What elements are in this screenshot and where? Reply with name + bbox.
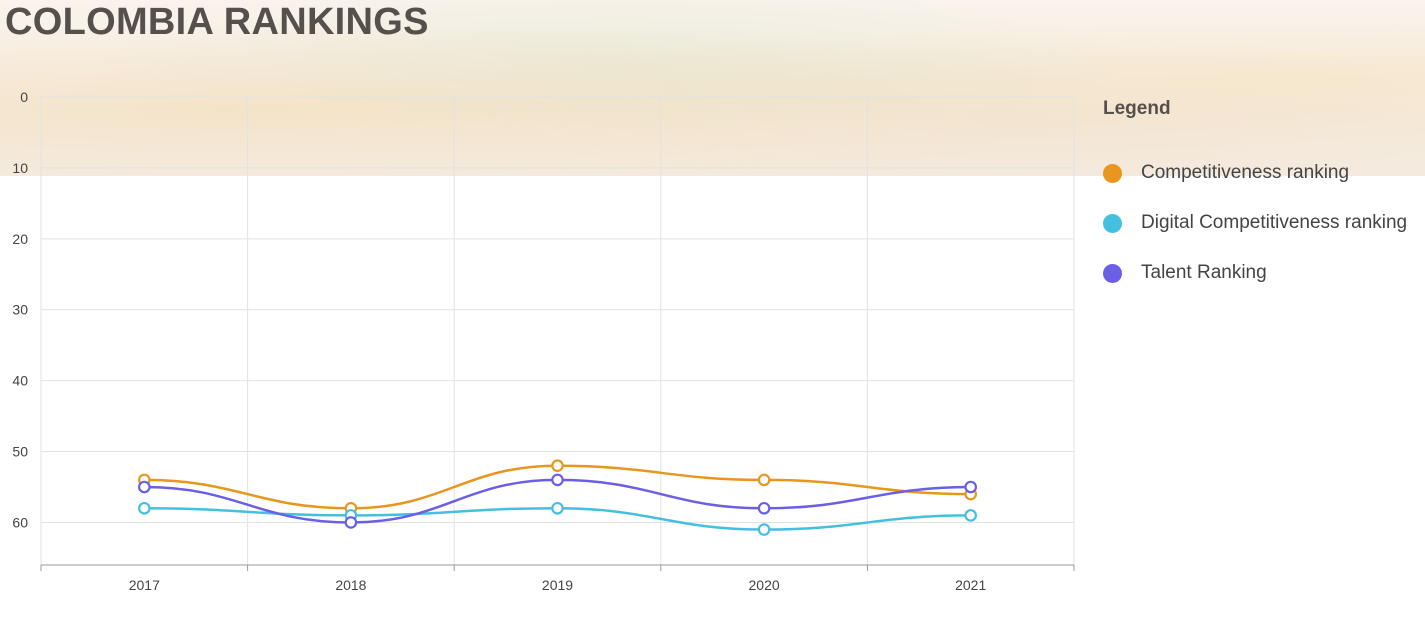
y-tick-label: 0 [20,89,28,105]
x-tick-label: 2020 [749,577,780,593]
data-point [551,501,564,515]
line-chart: 0 10 20 30 40 50 60 2017 2018 2019 2020 2021 [12,89,1075,593]
data-point [964,480,977,494]
series-competitiveness [138,459,977,515]
y-tick-label: 40 [12,373,28,389]
y-tick-label: 20 [12,231,28,247]
legend-title: Legend [1103,98,1171,119]
data-point [757,523,771,536]
series-talent [138,473,977,529]
data-point [138,501,151,515]
series-line [144,478,971,524]
y-tick-label: 50 [12,444,28,460]
y-tick-label: 30 [12,302,28,318]
data-point [344,516,358,529]
chart-series [138,459,977,536]
chart-legend: Legend Competitiveness ranking Digital C… [1103,97,1425,311]
header-background-photo [0,0,1425,176]
x-tick-label: 2021 [955,577,986,593]
x-tick-label: 2017 [129,577,160,593]
legend-label-talent: Talent Ranking [1141,262,1267,283]
legend-label-digital-competitiveness: Digital Competitiveness ranking [1141,212,1408,233]
legend-item-digital-competitiveness[interactable]: Digital Competitiveness ranking [1103,211,1425,235]
legend-marker-competitiveness [1103,163,1122,183]
data-point [757,501,771,515]
legend-item-talent[interactable]: Talent Ranking [1103,261,1425,285]
chart-grid [40,96,1075,565]
chart-axes [40,564,1075,571]
data-point [757,473,771,487]
data-point [551,459,564,473]
x-tick-label: 2019 [542,577,573,593]
data-point [138,480,151,494]
legend-marker-digital-competitiveness [1103,213,1122,233]
y-tick-label: 10 [12,160,28,176]
legend-marker-talent [1103,263,1122,283]
page-title: COLOMBIA RANKINGS [5,1,429,43]
y-tick-label: 60 [12,514,28,530]
legend-label-competitiveness: Competitiveness ranking [1141,162,1350,183]
series-digital-competitiveness [138,501,977,536]
legend-item-competitiveness[interactable]: Competitiveness ranking [1103,161,1425,185]
x-tick-label: 2018 [335,577,366,593]
data-point [551,473,564,487]
data-point [964,509,977,522]
chart-tick-labels: 0 10 20 30 40 50 60 2017 2018 2019 2020 2021 [12,89,986,593]
